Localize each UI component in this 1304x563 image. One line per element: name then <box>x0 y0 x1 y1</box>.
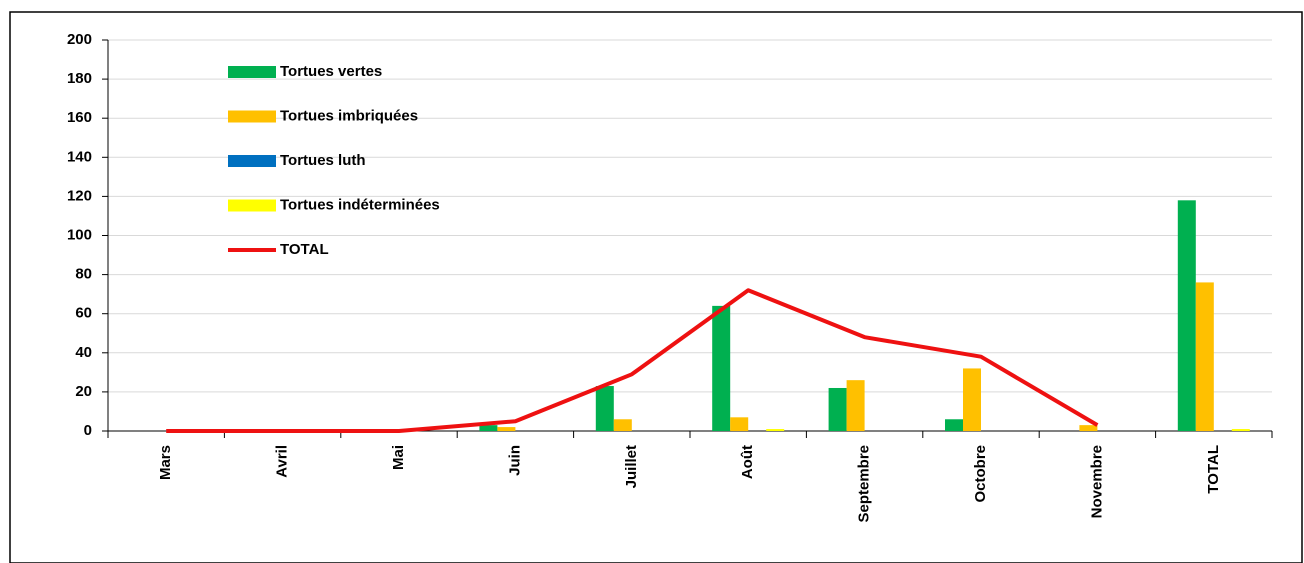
bar <box>730 417 749 431</box>
x-tick-label: Juillet <box>623 445 640 488</box>
x-tick-label: Mars <box>157 445 174 480</box>
y-tick-label: 120 <box>67 187 92 204</box>
legend-label: Tortues imbriquées <box>280 107 418 124</box>
x-tick-label: Novembre <box>1088 445 1105 518</box>
legend-swatch <box>228 155 276 167</box>
x-tick-label: Mai <box>390 445 407 470</box>
bar <box>828 387 847 431</box>
bar <box>595 386 614 431</box>
bar <box>712 305 731 431</box>
x-tick-label: Avril <box>274 445 291 478</box>
bar <box>1177 200 1196 431</box>
bar <box>846 380 865 431</box>
legend-label: Tortues vertes <box>280 63 382 80</box>
x-tick-label: Septembre <box>856 445 873 523</box>
y-tick-label: 180 <box>67 70 92 87</box>
y-tick-label: 0 <box>84 422 92 439</box>
y-tick-label: 20 <box>75 383 92 400</box>
y-tick-label: 200 <box>67 31 92 48</box>
y-tick-label: 100 <box>67 226 92 243</box>
legend-swatch <box>228 110 276 123</box>
bar <box>497 427 516 431</box>
x-tick-label: Juin <box>506 445 523 476</box>
legend-swatch <box>228 199 276 212</box>
legend-swatch <box>228 66 276 78</box>
bar <box>1079 425 1098 431</box>
legend-label: TOTAL <box>280 241 329 258</box>
line-series <box>166 288 1099 433</box>
y-tick-label: 40 <box>75 344 92 361</box>
x-tick-label: Octobre <box>972 445 989 503</box>
y-tick-label: 60 <box>75 305 92 322</box>
bar <box>963 368 981 431</box>
bar <box>766 429 785 431</box>
bar <box>1195 282 1214 431</box>
bar <box>945 419 963 431</box>
legend-label: Tortues luth <box>280 152 366 169</box>
y-tick-label: 140 <box>67 148 92 165</box>
legend-label: Tortues indéterminées <box>280 196 440 213</box>
y-tick-label: 160 <box>67 109 92 126</box>
y-tick-label: 80 <box>75 266 92 283</box>
chart-frame <box>9 11 1303 563</box>
bar <box>1231 429 1250 431</box>
bar <box>613 419 632 431</box>
bar <box>479 425 498 431</box>
x-tick-label: TOTAL <box>1205 445 1222 494</box>
x-tick-label: Août <box>739 445 756 479</box>
